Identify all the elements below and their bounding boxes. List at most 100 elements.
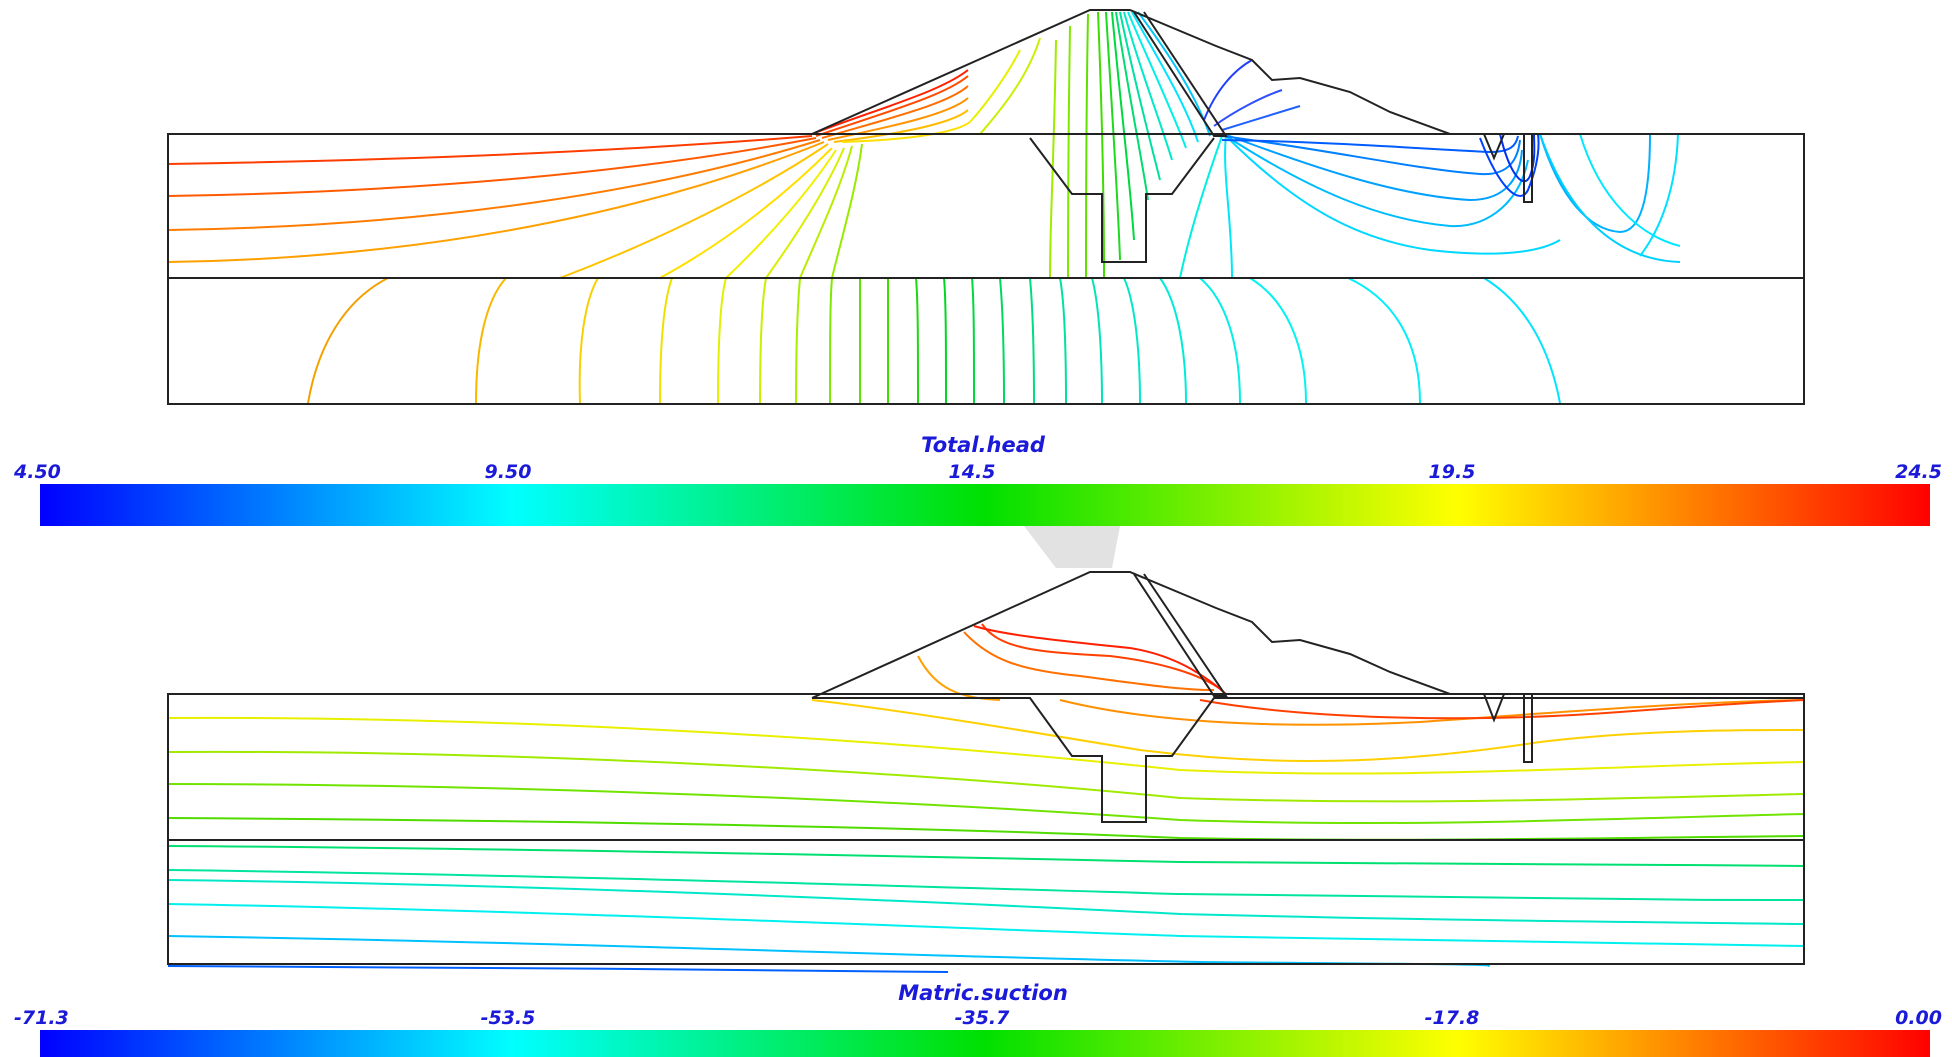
contour-line [1059,277,1067,404]
contour-line [1131,11,1199,143]
contour-line [981,623,1223,691]
contour-line [1059,699,1805,726]
contour-line [969,49,1021,123]
contour-line [1249,277,1307,404]
contour-line [167,845,1805,867]
contour-line [659,147,833,279]
contour-line [1223,133,1523,202]
contour-line [765,147,845,279]
matric-suction-outline [167,571,1805,965]
contour-line [821,85,969,139]
contour-line [167,135,813,165]
contour-line [917,655,1001,701]
contour-line [1159,277,1187,404]
matric-suction-contours [167,623,1805,973]
contour-line [971,277,975,404]
contour-line [1123,11,1173,161]
contour-line [1221,135,1521,176]
contour-line [1115,11,1149,201]
contour-line [799,145,853,279]
colorbar-tick: 14.5 [949,461,996,483]
contour-line [167,139,821,231]
contour-line [915,277,919,404]
contour-line [167,869,1805,901]
colorbar-title: Total.head [921,433,1046,457]
cutoff-trench [812,697,1804,823]
contour-line [1483,277,1561,404]
contour-line [1539,133,1651,234]
contour-line [795,277,801,404]
contour-line [167,965,949,973]
contour-line [815,75,969,137]
contour-line [1479,133,1540,197]
sloping-core [1133,573,1228,697]
contour-line [1639,133,1679,257]
contour-line [1203,59,1253,121]
colorbar-tick: 19.5 [1429,461,1476,483]
embankment-profile [811,571,1522,723]
contour-line [963,631,1215,691]
contour-line [1225,135,1529,228]
contour-line [167,903,1805,947]
contour-line [1049,39,1057,279]
contour-line [973,625,1227,695]
colorbar-tick: 24.5 [1895,461,1942,483]
contour-line [167,783,1805,825]
contour-line [943,277,947,404]
contour-line [167,716,1805,775]
contour-line [1067,25,1071,279]
contour-line [1221,135,1519,154]
contour-line [841,121,971,143]
contour-line [999,277,1005,404]
contour-line [1224,135,1233,279]
contour-line [717,277,727,404]
contour-line [167,750,1805,803]
contour-line [167,879,1805,925]
contour-line [1085,13,1089,279]
contour-line [1199,277,1241,404]
total-head-panel [167,9,1805,405]
contour-line [759,277,767,404]
contour-line [167,935,1490,967]
colorbar-tick: 9.50 [485,461,532,483]
colorbar-tick: 0.00 [1895,1007,1942,1029]
matric-suction-colorbar: Matric.suction -71.3 -53.5 -35.7 -17.8 0… [14,981,1942,1057]
contour-line [811,69,969,135]
contour-line [1119,11,1161,181]
contour-line [1539,133,1681,263]
contour-line [831,143,863,279]
contour-line [659,277,673,404]
core-shadow [1024,526,1120,568]
cutoff-trench [1029,137,1215,263]
colorbar-gradient [40,484,1930,526]
colorbar-tick: -35.7 [955,1007,1011,1029]
domain-boundary [167,133,1805,405]
contour-line [1029,277,1035,404]
contour-line [979,37,1041,135]
sloping-core [1133,11,1228,137]
colorbar-tick: 4.50 [13,461,61,483]
contour-line [811,699,1805,763]
contour-line [827,97,969,141]
contour-line [1499,133,1536,183]
contour-line [725,149,837,279]
colorbar-gradient [40,1030,1930,1057]
contour-line [559,143,829,279]
domain-boundary [167,693,1805,965]
total-head-colorbar: Total.head 4.50 9.50 14.5 19.5 24.5 [13,433,1942,526]
contour-line [1111,11,1135,241]
contour-line [829,277,833,404]
contour-line [167,137,817,197]
contour-line [167,817,1805,841]
total-head-outline [167,9,1805,405]
contour-line [1179,135,1223,279]
contour-line [1347,277,1421,404]
contour-line [1105,11,1121,261]
contour-line [1579,133,1681,247]
contour-line [1213,89,1283,127]
total-head-contours [167,11,1681,404]
contour-line [475,277,507,404]
colorbar-tick: -71.3 [14,1007,69,1029]
colorbar-title: Matric.suction [898,981,1068,1005]
